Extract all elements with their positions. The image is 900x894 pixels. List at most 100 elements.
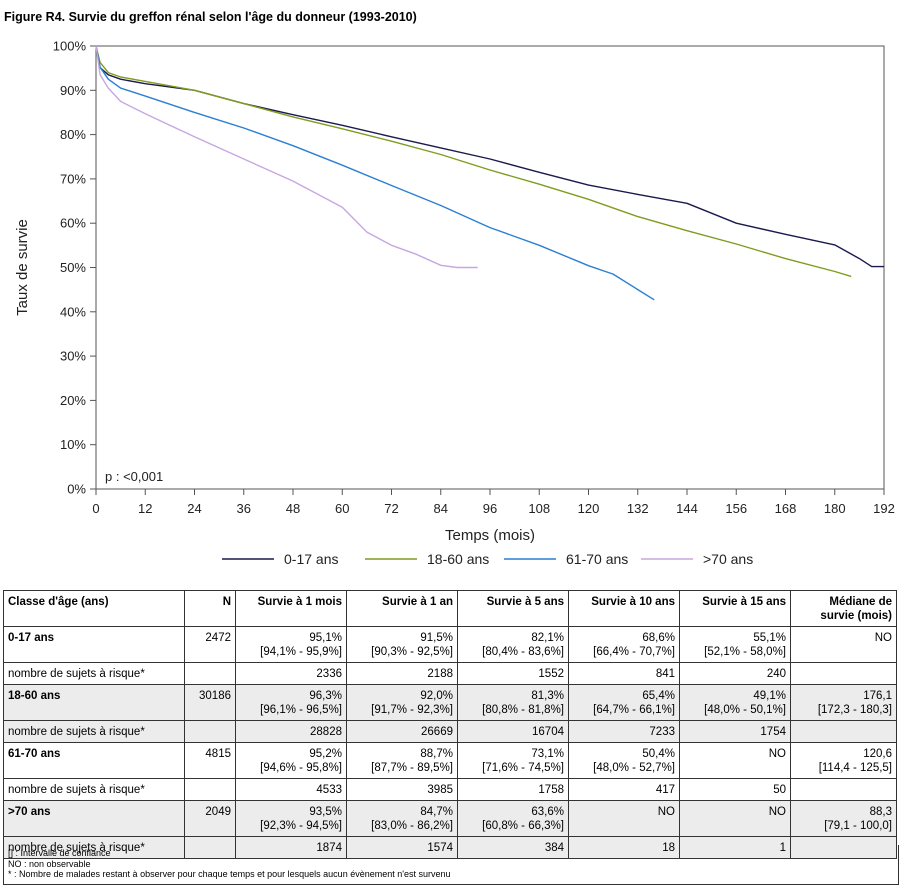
survival-cell: 63,6% [60,8% - 66,3%] [457,800,569,837]
at-risk-count: 7233 [568,720,680,743]
survival-cell: 50,4% [48,0% - 52,7%] [568,742,680,779]
confidence-interval: [64,7% - 66,1%] [593,704,675,716]
group-label: 0-17 ans [3,626,185,663]
median-cell: 176,1 [172,3 - 180,3] [790,684,897,721]
at-risk-count: 1758 [457,778,569,801]
survival-chart: 0% 10% 20% 30% 40% 50% 60% 70% 80% 90% 100% 0 12 24 36… [14,39,895,568]
x-tick-label: 144 [676,501,698,516]
x-tick-label: 192 [873,501,895,516]
empty-cell [184,778,236,801]
x-tick-label: 132 [627,501,649,516]
survival-value: NO [768,748,786,760]
legend-label: 61-70 ans [566,551,628,567]
survival-value: 63,6% [531,806,564,818]
x-tick-label: 168 [775,501,797,516]
x-tick-label: 120 [578,501,600,516]
confidence-interval: [80,8% - 81,8%] [482,704,564,716]
confidence-interval: [91,7% - 92,3%] [371,704,453,716]
confidence-interval: [87,7% - 89,5%] [371,762,453,774]
at-risk-label: nombre de sujets à risque* [3,720,185,743]
at-risk-label: nombre de sujets à risque* [3,778,185,801]
x-tick-label: 60 [335,501,349,516]
survival-value: 50,4% [642,748,675,760]
y-tick-label: 60% [60,216,86,231]
figure-title: Figure R4. Survie du greffon rénal selon… [4,10,417,24]
confidence-interval: [66,4% - 70,7%] [593,646,675,658]
at-risk-count: 384 [457,836,569,859]
survival-value: 73,1% [531,748,564,760]
survival-cell: 95,2% [94,6% - 95,8%] [235,742,347,779]
footnote-ci: [] : Intervalle de confiance [8,848,111,858]
table-row-at-risk: nombre de sujets à risque* 28828 26669 1… [3,720,897,743]
at-risk-count: 1 [679,836,791,859]
at-risk-count: 240 [679,662,791,685]
survival-value: 95,2% [309,748,342,760]
header-10-years: Survie à 10 ans [568,590,680,627]
y-tick-label: 40% [60,304,86,319]
at-risk-count [790,662,897,685]
confidence-interval: [80,4% - 83,6%] [482,646,564,658]
median-cell: 88,3 [79,1 - 100,0] [790,800,897,837]
survival-cell: 82,1% [80,4% - 83,6%] [457,626,569,663]
table-row-group: >70 ans 2049 93,5% [92,3% - 94,5%] 84,7% [… [3,800,897,837]
group-label: >70 ans [3,800,185,837]
header-15-years: Survie à 15 ans [679,590,791,627]
x-tick-label: 156 [725,501,747,516]
confidence-interval: [60,8% - 66,3%] [482,820,564,832]
header-5-years: Survie à 5 ans [457,590,569,627]
confidence-interval: [114,4 - 125,5] [818,762,892,774]
median-value: 120,6 [863,748,892,760]
header-n: N [184,590,236,627]
at-risk-count: 4533 [235,778,347,801]
series-line [95,45,478,269]
group-n: 30186 [184,684,236,721]
y-tick-label: 100% [53,39,87,54]
median-value: 88,3 [869,806,892,818]
table-row-at-risk: nombre de sujets à risque* 2336 2188 155… [3,662,897,685]
survival-value: 49,1% [753,690,786,702]
at-risk-count [790,720,897,743]
y-tick-label: 20% [60,393,86,408]
survival-cell: 49,1% [48,0% - 50,1%] [679,684,791,721]
survival-cell: 95,1% [94,1% - 95,9%] [235,626,347,663]
results-table: Classe d'âge (ans) N Survie à 1 mois Sur… [3,590,897,859]
series-line [95,45,884,268]
survival-cell: NO [679,800,791,837]
confidence-interval: [172,3 - 180,3] [817,704,892,716]
y-axis-label: Taux de survie [14,219,31,316]
x-tick-label: 96 [483,501,497,516]
table-row-group: 18-60 ans 30186 96,3% [96,1% - 96,5%] 92,… [3,684,897,721]
survival-cell: 84,7% [83,0% - 86,2%] [346,800,458,837]
empty-cell [184,836,236,859]
x-tick-label: 0 [92,501,99,516]
y-tick-label: 50% [60,260,86,275]
survival-value: 84,7% [420,806,453,818]
empty-cell [184,662,236,685]
x-tick-label: 12 [138,501,152,516]
group-n: 2472 [184,626,236,663]
confidence-interval: [48,0% - 52,7%] [593,762,675,774]
table-row-group: 0-17 ans 2472 95,1% [94,1% - 95,9%] 91,5%… [3,626,897,663]
median-value: NO [874,632,892,644]
header-median: Médiane de survie (mois) [790,590,897,627]
survival-cell: NO [679,742,791,779]
y-tick-label: 80% [60,127,86,142]
x-axis-label: Temps (mois) [445,527,535,544]
at-risk-count: 3985 [346,778,458,801]
table-footnotes: [] : Intervalle de confiance NO : non ob… [3,845,899,885]
confidence-interval: [94,1% - 95,9%] [260,646,342,658]
survival-value: 81,3% [531,690,564,702]
at-risk-count [790,836,897,859]
y-tick-label: 90% [60,83,86,98]
group-n: 4815 [184,742,236,779]
survival-value: 96,3% [309,690,342,702]
table-row-group: 61-70 ans 4815 95,2% [94,6% - 95,8%] 88,7… [3,742,897,779]
survival-cell: 96,3% [96,1% - 96,5%] [235,684,347,721]
at-risk-count: 18 [568,836,680,859]
median-value: 176,1 [863,690,892,702]
header-age-class: Classe d'âge (ans) [3,590,185,627]
confidence-interval: [94,6% - 95,8%] [260,762,342,774]
footnote-at-risk: * : Nombre de malades restant à observer… [8,869,451,879]
at-risk-count: 1754 [679,720,791,743]
group-label: 18-60 ans [3,684,185,721]
